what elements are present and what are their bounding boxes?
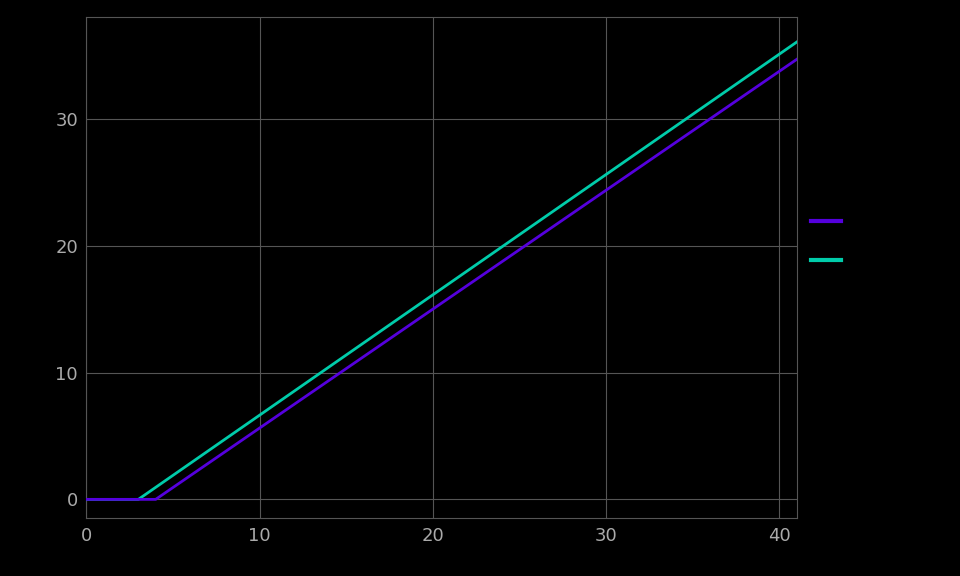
Legend: , : , (811, 215, 846, 268)
